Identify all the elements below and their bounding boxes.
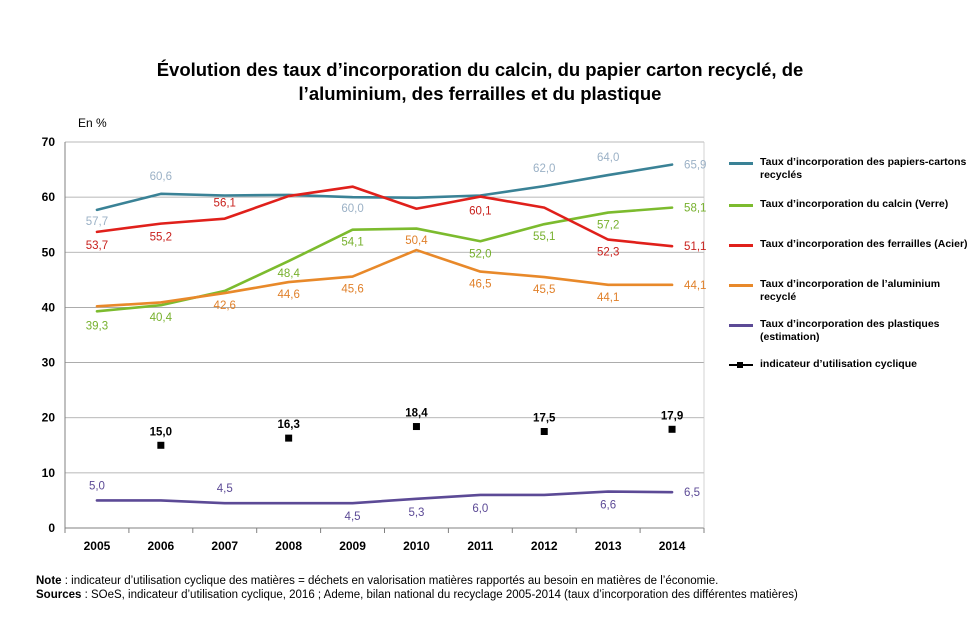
y-tick-label: 50 [42, 245, 56, 259]
series-2-data-label: 53,7 [86, 240, 108, 252]
y-tick-label: 30 [42, 356, 56, 370]
x-tick-label: 2010 [403, 539, 430, 553]
x-tick-label: 2005 [84, 539, 111, 553]
x-tick-label: 2006 [147, 539, 174, 553]
y-tick-label: 10 [42, 466, 56, 480]
series-1-data-label: 40,4 [150, 312, 173, 324]
series-4-data-label: 5,3 [408, 507, 424, 519]
y-tick-label: 60 [42, 190, 56, 204]
series-4-data-label: 4,5 [217, 483, 233, 495]
series-3-data-label: 45,5 [533, 284, 555, 296]
series-3-data-label: 45,6 [341, 284, 363, 296]
series-2-data-label: 56,1 [214, 198, 236, 210]
series-2-data-label: 52,3 [597, 247, 619, 259]
y-tick-label: 40 [42, 300, 56, 314]
legend-label: Taux d’incorporation des papiers-cartons… [760, 156, 967, 181]
note-line: Note : indicateur d’utilisation cyclique… [36, 574, 798, 588]
y-tick-label: 0 [48, 521, 55, 535]
legend-label: Taux d’incorporation des plastiques (est… [760, 318, 940, 343]
x-tick-label: 2014 [659, 539, 686, 553]
series-4-data-label: 4,5 [345, 511, 361, 523]
series-4-data-label: 6,6 [600, 500, 616, 512]
cyclic-indicator-point [540, 428, 548, 435]
note-text: : indicateur d’utilisation cyclique des … [61, 575, 719, 587]
series-2-data-label: 51,1 [684, 241, 706, 253]
y-tick-label: 20 [42, 411, 56, 425]
x-tick-label: 2008 [275, 539, 302, 553]
series-1-data-label: 58,1 [684, 203, 706, 215]
chart-title-line-2: l’aluminium, des ferrailles et du plasti… [298, 83, 662, 104]
series-3-data-label: 42,6 [214, 300, 236, 312]
series-3-data-label: 44,1 [597, 292, 619, 304]
cyclic-indicator-point [285, 434, 293, 442]
cyclic-indicator-point [412, 423, 420, 431]
legend-swatch [729, 324, 753, 327]
cyclic-indicator-data-label: 17,5 [533, 413, 556, 425]
series-1-data-label: 57,2 [597, 220, 619, 232]
chart-title: Évolution des taux d’incorporation du ca… [0, 58, 960, 106]
legend-swatch [729, 162, 753, 165]
series-3-data-label: 44,1 [684, 280, 706, 292]
series-4-data-label: 5,0 [89, 480, 105, 492]
series-0-data-label: 60,0 [341, 203, 363, 215]
series-1-data-label: 54,1 [341, 237, 363, 249]
cyclic-indicator-data-label: 17,9 [661, 410, 683, 422]
cyclic-indicator-data-label: 15,0 [150, 426, 172, 438]
legend-label: Taux d’incorporation du calcin (Verre) [760, 198, 949, 210]
series-line-2 [95, 185, 674, 248]
series-0-data-label: 65,9 [684, 160, 706, 172]
series-2-data-label: 60,1 [469, 206, 491, 218]
sources-text: : SOeS, indicateur d’utilisation cycliqu… [81, 589, 798, 601]
series-1-data-label: 55,1 [533, 231, 555, 243]
x-tick-label: 2012 [531, 539, 558, 553]
x-tick-label: 2009 [339, 539, 366, 553]
note-label: Note [36, 575, 62, 587]
series-4-data-label: 6,5 [684, 487, 700, 499]
series-1-data-label: 39,3 [86, 320, 108, 332]
series-line-0 [95, 163, 674, 212]
y-axis-unit-label: En % [78, 116, 107, 130]
legend-swatch [729, 204, 753, 207]
series-3-data-label: 50,4 [405, 235, 428, 247]
x-tick-label: 2007 [211, 539, 238, 553]
series-0-data-label: 57,7 [86, 216, 108, 228]
chart-notes: Note : indicateur d’utilisation cyclique… [36, 574, 798, 602]
series-3-data-label: 46,5 [469, 279, 491, 291]
y-tick-label: 70 [42, 135, 56, 149]
x-tick-label: 2013 [595, 539, 622, 553]
series-line-4 [95, 490, 674, 505]
cyclic-indicator-point [668, 425, 676, 433]
series-line-3 [95, 248, 674, 308]
legend-label: indicateur d’utilisation cyclique [760, 358, 917, 370]
legend-label: Taux d’incorporation de l’aluminium recy… [760, 278, 941, 303]
legend-swatch [729, 244, 753, 247]
series-4-data-label: 6,0 [472, 503, 488, 515]
chart-title-line-1: Évolution des taux d’incorporation du ca… [156, 59, 804, 80]
legend-label: Taux d’incorporation des ferrailles (Aci… [760, 238, 968, 250]
sources-label: Sources [36, 589, 82, 601]
legend-swatch [729, 284, 753, 287]
series-0-data-label: 60,6 [150, 171, 172, 183]
cyclic-indicator-data-label: 16,3 [277, 419, 299, 431]
series-1-data-label: 48,4 [277, 268, 300, 280]
series-0-data-label: 64,0 [597, 152, 619, 164]
series-2-data-label: 55,2 [150, 232, 172, 244]
series-0-data-label: 62,0 [533, 163, 555, 175]
sources-line: Sources : SOeS, indicateur d’utilisation… [36, 588, 798, 602]
cyclic-indicator-data-label: 18,4 [405, 408, 428, 420]
series-3-data-label: 44,6 [277, 289, 299, 301]
series-1-data-label: 52,0 [469, 248, 491, 260]
cyclic-indicator-point [157, 441, 165, 449]
x-tick-label: 2011 [467, 539, 493, 553]
legend-marker [737, 362, 743, 368]
